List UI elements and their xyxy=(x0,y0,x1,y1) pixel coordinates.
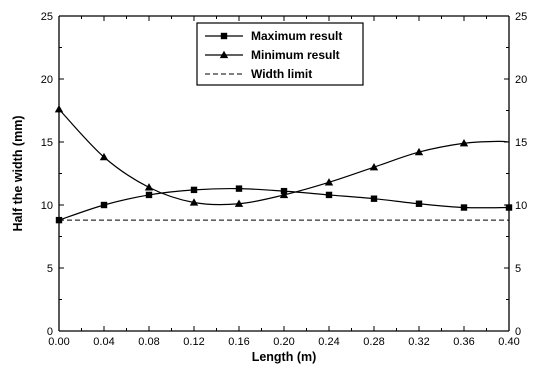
series-0-point-8 xyxy=(415,200,423,207)
series-1-point-7 xyxy=(369,163,379,171)
y-tick-label-right-3: 15 xyxy=(515,137,527,149)
x-tick-label-2: 0.08 xyxy=(138,336,159,348)
y-tick-label-left-3: 15 xyxy=(41,137,53,149)
legend-label-1: Minimum result xyxy=(251,48,340,62)
axes-layer: 0.00 0.04 0.08 0.12 0.16 0.20 0.24 0.28 0.32 0.36… xyxy=(11,11,527,364)
y-tick-label-right-1: 5 xyxy=(515,263,521,275)
y-tick-label-left-1: 5 xyxy=(47,263,53,275)
series-1-point-3 xyxy=(189,198,199,206)
series-0-point-7 xyxy=(370,195,378,202)
y-tick-label-right-2: 10 xyxy=(515,200,527,212)
series-1-point-2 xyxy=(144,183,154,191)
x-tick-label-0: 0.00 xyxy=(48,336,69,348)
y-tick-label-right-4: 20 xyxy=(515,74,527,86)
x-tick-label-9: 0.36 xyxy=(453,336,474,348)
series-0-point-6 xyxy=(325,191,333,199)
series-1-point-5 xyxy=(279,190,289,199)
y-tick-label-left-5: 25 xyxy=(41,11,53,23)
x-tick-label-1: 0.04 xyxy=(93,336,114,348)
y-tick-label-left-4: 20 xyxy=(41,74,53,86)
y-tick-label-left-2: 10 xyxy=(41,200,53,212)
x-axis-title: Length (m) xyxy=(252,350,317,364)
legend-label-2: Width limit xyxy=(251,67,312,81)
series-0-point-4 xyxy=(235,185,243,192)
series-1-point-8 xyxy=(414,147,424,156)
legend: Maximum result Minimum result Width limit xyxy=(196,22,364,86)
legend-label-0: Maximum result xyxy=(251,29,342,43)
series-0-point-3 xyxy=(190,186,198,194)
series-1-point-6 xyxy=(324,178,334,186)
legend-marker-0 xyxy=(220,32,228,40)
y-axis-title: Half the width (mm) xyxy=(11,116,25,232)
series-1-point-9 xyxy=(459,139,469,147)
x-tick-label-4: 0.16 xyxy=(228,336,249,348)
series-0-point-1 xyxy=(100,201,108,209)
y-tick-label-left-0: 0 xyxy=(47,326,53,338)
x-tick-label-10: 0.40 xyxy=(498,336,519,348)
y-tick-label-right-0: 0 xyxy=(515,326,521,338)
legend-marker-1 xyxy=(219,50,229,59)
x-tick-label-7: 0.28 xyxy=(363,336,384,348)
x-tick-label-8: 0.32 xyxy=(408,336,429,348)
series-1-point-1 xyxy=(99,152,109,161)
series-1-point-4 xyxy=(234,199,244,207)
x-tick-label-3: 0.12 xyxy=(183,336,204,348)
series-0-point-2 xyxy=(145,191,153,199)
y-tick-label-right-5: 25 xyxy=(515,11,527,23)
series-line-1 xyxy=(58,108,510,206)
plot-layer xyxy=(54,105,513,224)
series-0-point-9 xyxy=(460,204,468,211)
x-tick-label-6: 0.24 xyxy=(318,336,339,348)
x-tick-label-5: 0.20 xyxy=(273,336,294,348)
